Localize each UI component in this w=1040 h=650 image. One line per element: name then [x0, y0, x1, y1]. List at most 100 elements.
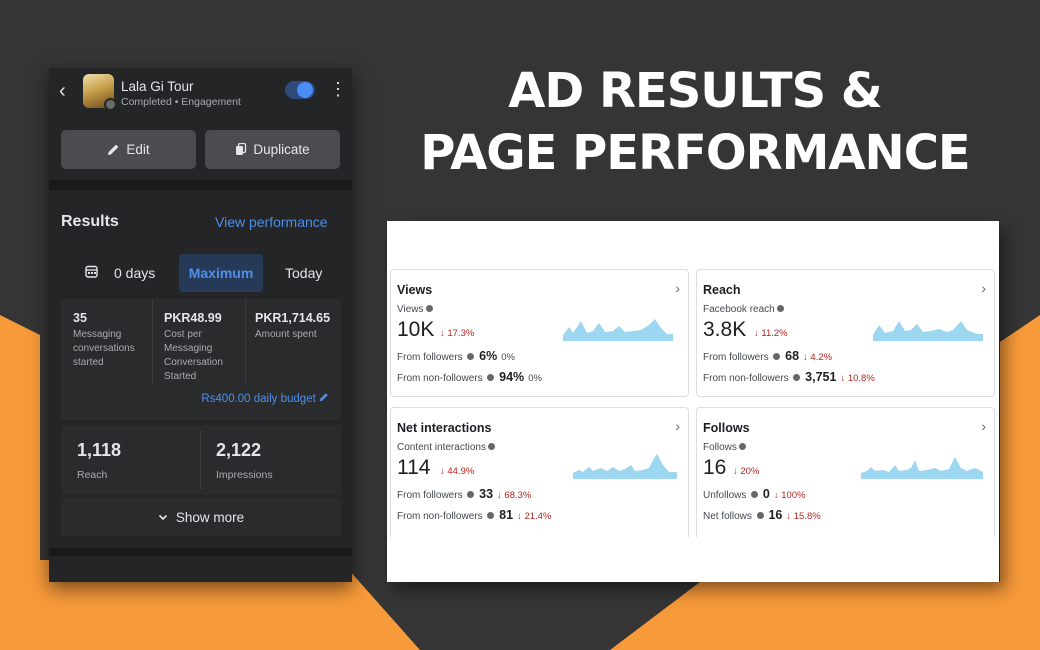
show-more-button[interactable]: Show more: [61, 498, 341, 536]
card-change: ↓ 11.2%: [754, 328, 788, 339]
row-change: ↓ 15.8%: [786, 511, 821, 522]
info-icon[interactable]: [425, 305, 433, 312]
row-value: 6%: [479, 349, 498, 363]
views-sparkline: [563, 319, 673, 341]
info-icon[interactable]: [776, 305, 784, 312]
metric-value: 35: [73, 311, 87, 325]
row-value: 3,751: [805, 370, 837, 384]
pencil-icon: [319, 393, 328, 402]
row-value: 16: [768, 508, 783, 522]
card-change: ↓ 44.9%: [440, 466, 475, 477]
today-tab[interactable]: Today: [285, 265, 323, 281]
toggle-knob: [297, 82, 313, 98]
reach-divider: [200, 430, 201, 490]
maximum-tab[interactable]: Maximum: [179, 254, 263, 292]
impressions-value: 2,122: [216, 440, 262, 460]
row-label: Unfollows: [703, 490, 747, 501]
daily-budget-text: Rs400.00 daily budget: [201, 393, 316, 405]
reach-label: Reach: [77, 469, 108, 481]
info-icon[interactable]: [751, 491, 759, 498]
ad-name: Lala Gi Tour: [121, 79, 194, 94]
info-icon[interactable]: [467, 491, 475, 498]
info-icon[interactable]: [467, 353, 475, 360]
card-title: Net interactions: [397, 421, 492, 435]
card-change: ↓ 17.3%: [440, 328, 475, 339]
card-subtitle-text: Views: [397, 304, 424, 315]
view-performance-link[interactable]: View performance: [215, 214, 328, 230]
views-card[interactable]: Views › Views 10K ↓ 17.3% From followers…: [390, 269, 689, 397]
impressions-label: Impressions: [216, 469, 273, 481]
info-icon[interactable]: [773, 353, 781, 360]
follows-sparkline: [861, 457, 983, 479]
metric-value: PKR48.99: [164, 311, 222, 325]
card-title: Reach: [703, 283, 741, 297]
card-value: 16: [703, 456, 727, 479]
info-icon[interactable]: [738, 443, 746, 450]
ad-toggle[interactable]: [285, 81, 315, 99]
row-change: 0%: [501, 352, 515, 363]
row-change: ↓ 100%: [773, 490, 806, 501]
days-range[interactable]: 0 days: [114, 265, 156, 281]
chevron-right-icon[interactable]: ›: [675, 280, 680, 296]
chevron-right-icon[interactable]: ›: [981, 418, 986, 434]
row-label: From followers: [703, 352, 769, 363]
back-arrow-icon[interactable]: ‹: [59, 80, 66, 102]
reach-card[interactable]: Reach › Facebook reach 3.8K ↓ 11.2% From…: [696, 269, 995, 397]
reach-sparkline: [873, 321, 983, 341]
metric-label: Cost per Messaging Conversation Started: [164, 329, 223, 382]
reach-from-non-followers-row: From non-followers 3,751 ↓ 10.8%: [703, 370, 875, 384]
chevron-down-icon: [158, 514, 167, 520]
chevron-right-icon[interactable]: ›: [675, 418, 680, 434]
chevron-right-icon[interactable]: ›: [981, 280, 986, 296]
row-change: ↓ 4.2%: [803, 352, 833, 363]
metric-divider: [245, 299, 246, 384]
net-follows-row: Net follows 16 ↓ 15.8%: [703, 508, 821, 522]
card-change: ↓ 20%: [733, 466, 760, 477]
results-title: Results: [61, 213, 119, 230]
ad-status: Completed • Engagement: [121, 96, 241, 108]
pencil-icon: [108, 144, 119, 155]
info-icon[interactable]: [756, 512, 764, 519]
show-more-label: Show more: [175, 509, 245, 525]
card-subtitle: Follows: [703, 442, 746, 453]
row-label: From non-followers: [397, 511, 483, 522]
row-label: Net follows: [703, 511, 752, 522]
edit-button[interactable]: Edit: [61, 130, 196, 169]
interactions-sparkline: [573, 454, 677, 479]
info-icon[interactable]: [487, 443, 495, 450]
net-interactions-card[interactable]: Net interactions › Content interactions …: [390, 407, 689, 537]
card-subtitle-text: Follows: [703, 442, 737, 453]
row-value: 81: [499, 508, 514, 522]
ad-header: ‹ Lala Gi Tour Completed • Engagement ⋮: [49, 68, 352, 118]
page-insights-panel: Views › Views 10K ↓ 17.3% From followers…: [387, 221, 999, 582]
row-label: From followers: [397, 490, 463, 501]
card-subtitle: Views: [397, 304, 433, 315]
section-divider: [49, 548, 352, 556]
info-icon[interactable]: [487, 374, 495, 381]
page-headline: AD RESULTS & PAGE PERFORMANCE: [400, 60, 990, 184]
section-divider: [49, 180, 352, 190]
results-metrics: 35 Messaging conversations started PKR48…: [61, 299, 341, 420]
card-subtitle-text: Content interactions: [397, 442, 486, 453]
duplicate-button[interactable]: Duplicate: [205, 130, 340, 169]
metric-conversations: 35 Messaging conversations started: [73, 311, 153, 370]
reach-from-followers-row: From followers 68 ↓ 4.2%: [703, 349, 832, 363]
card-subtitle: Content interactions: [397, 442, 495, 453]
daily-budget-link[interactable]: Rs400.00 daily budget: [201, 392, 329, 405]
metric-value: PKR1,714.65: [255, 311, 331, 325]
info-icon[interactable]: [487, 512, 495, 519]
card-value: 10K: [397, 318, 435, 341]
ad-thumbnail: [83, 74, 117, 111]
row-label: From non-followers: [703, 373, 789, 384]
more-options-icon[interactable]: ⋮: [329, 79, 347, 99]
reach-impressions: 1,118 Reach 2,122 Impressions: [61, 425, 341, 495]
card-title: Views: [397, 283, 433, 297]
info-icon[interactable]: [793, 374, 801, 381]
follows-card[interactable]: Follows › Follows 16 ↓ 20% Unfollows 0 ↓ …: [696, 407, 995, 537]
row-value: 94%: [499, 370, 525, 384]
interactions-from-followers-row: From followers 33 ↓ 68.3%: [397, 487, 531, 501]
views-from-non-followers-row: From non-followers 94% 0%: [397, 370, 542, 384]
row-change: ↓ 68.3%: [497, 490, 532, 501]
ads-manager-panel: ‹ Lala Gi Tour Completed • Engagement ⋮ …: [49, 68, 352, 582]
views-from-followers-row: From followers 6% 0%: [397, 349, 515, 363]
